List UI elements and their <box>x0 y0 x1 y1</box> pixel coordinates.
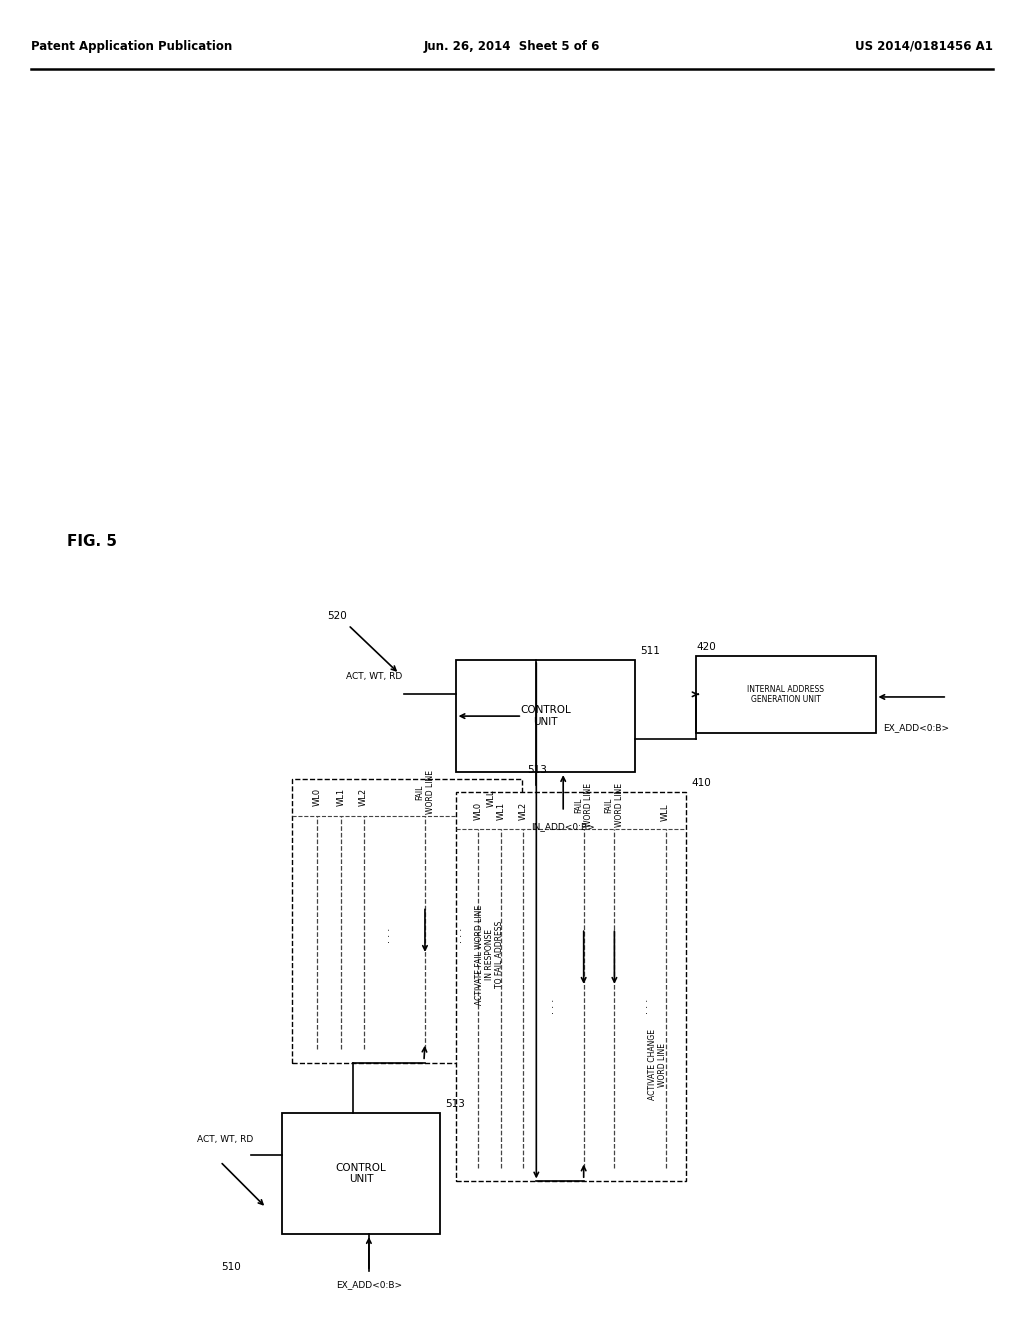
Text: CONTROL
UNIT: CONTROL UNIT <box>336 1163 386 1184</box>
Text: ACTIVATE FAIL WORD LINE
IN RESPONSE
TO FAIL ADDRESS: ACTIVATE FAIL WORD LINE IN RESPONSE TO F… <box>474 904 505 1005</box>
Bar <box>282 1113 440 1234</box>
Text: 510: 510 <box>221 1262 241 1272</box>
Text: 520: 520 <box>328 611 347 622</box>
Text: WLL: WLL <box>487 789 496 808</box>
Text: WL2: WL2 <box>519 801 527 820</box>
Text: ACT, WT, RD: ACT, WT, RD <box>346 672 402 681</box>
Text: 420: 420 <box>696 642 716 652</box>
Text: EX_ADD<0:B>: EX_ADD<0:B> <box>884 723 949 733</box>
Text: ACT, WT, RD: ACT, WT, RD <box>198 1135 253 1144</box>
Text: . . .: . . . <box>546 998 556 1014</box>
Text: 410: 410 <box>691 777 711 788</box>
Text: US 2014/0181456 A1: US 2014/0181456 A1 <box>855 40 993 53</box>
Text: FAIL
WORD LINE: FAIL WORD LINE <box>605 783 624 828</box>
Text: CONTROL
UNIT: CONTROL UNIT <box>520 705 570 727</box>
Bar <box>456 660 635 772</box>
Text: FIG. 5: FIG. 5 <box>68 533 117 549</box>
Text: FAIL
WORD LINE: FAIL WORD LINE <box>416 770 434 814</box>
Text: WL2: WL2 <box>359 788 368 807</box>
Bar <box>456 792 686 1181</box>
Text: 511: 511 <box>640 645 659 656</box>
Text: . . .: . . . <box>640 998 650 1014</box>
Text: INTERNAL ADDRESS
GENERATION UNIT: INTERNAL ADDRESS GENERATION UNIT <box>748 685 824 704</box>
Text: WL1: WL1 <box>497 801 505 820</box>
Text: WL0: WL0 <box>474 801 482 820</box>
Text: EX_ADD<0:B>: EX_ADD<0:B> <box>336 1280 402 1290</box>
Text: WL0: WL0 <box>313 788 322 807</box>
Text: 513: 513 <box>445 1098 465 1109</box>
Text: IN_ADD<0:B>: IN_ADD<0:B> <box>531 822 595 832</box>
Bar <box>292 779 522 1063</box>
Text: Jun. 26, 2014  Sheet 5 of 6: Jun. 26, 2014 Sheet 5 of 6 <box>424 40 600 53</box>
Text: FAIL
WORD LINE: FAIL WORD LINE <box>574 783 593 828</box>
Text: . . .: . . . <box>454 927 464 942</box>
Text: Patent Application Publication: Patent Application Publication <box>31 40 232 53</box>
Text: WL1: WL1 <box>337 788 345 807</box>
Text: . . .: . . . <box>382 927 392 942</box>
Bar <box>696 656 876 733</box>
Text: ACTIVATE CHANGE
WORD LINE: ACTIVATE CHANGE WORD LINE <box>648 1030 667 1100</box>
Text: WLL: WLL <box>662 803 670 821</box>
Text: 513: 513 <box>527 764 547 775</box>
